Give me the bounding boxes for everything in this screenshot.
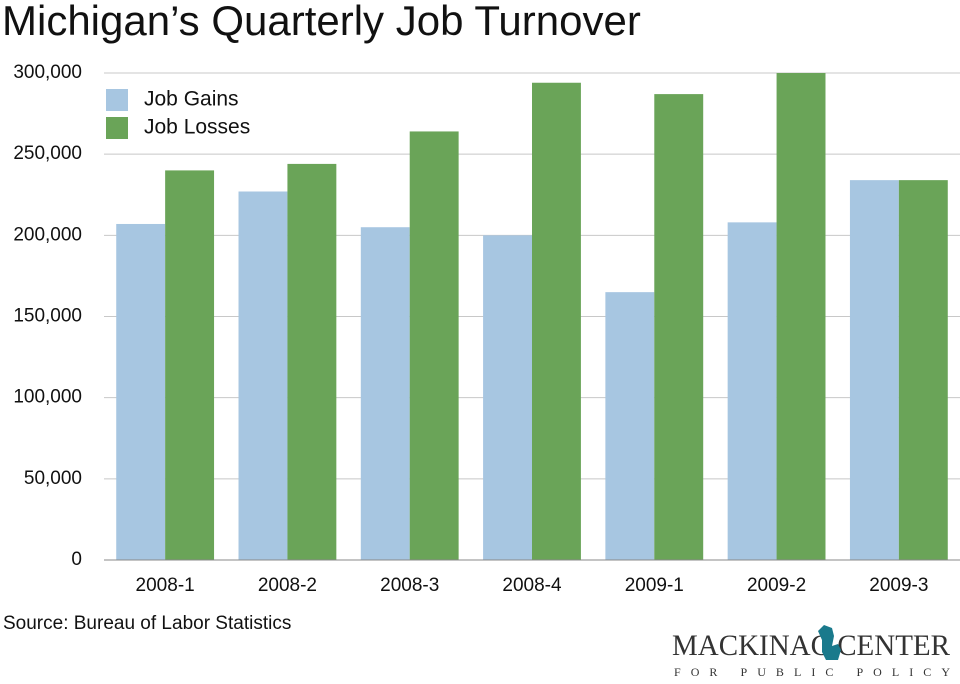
bar bbox=[776, 73, 826, 560]
x-tick-label: 2008-1 bbox=[136, 575, 195, 596]
x-tick-label: 2008-2 bbox=[258, 575, 317, 596]
y-tick-label: 0 bbox=[71, 549, 82, 570]
bar bbox=[605, 292, 655, 560]
y-tick-label: 50,000 bbox=[24, 468, 82, 489]
x-tick-label: 2009-2 bbox=[747, 575, 806, 596]
y-tick-label: 300,000 bbox=[13, 62, 82, 83]
y-tick-label: 250,000 bbox=[13, 143, 82, 164]
bar bbox=[727, 222, 777, 560]
logo-icon bbox=[818, 625, 841, 660]
bar bbox=[898, 180, 948, 560]
x-tick-label: 2009-3 bbox=[869, 575, 928, 596]
chart-title: Michigan’s Quarterly Job Turnover bbox=[2, 0, 641, 44]
bar bbox=[532, 82, 581, 561]
bar bbox=[849, 180, 899, 560]
logo-name: MACKINAC CENTER bbox=[672, 629, 950, 662]
legend-swatch bbox=[106, 117, 128, 139]
y-tick-label: 200,000 bbox=[13, 224, 82, 245]
x-tick-label: 2009-1 bbox=[625, 575, 684, 596]
bar bbox=[654, 94, 704, 560]
bar bbox=[165, 170, 215, 560]
x-tick-label: 2008-3 bbox=[380, 575, 439, 596]
legend-label: Job Gains bbox=[144, 88, 239, 111]
legend-swatch bbox=[106, 89, 128, 111]
bar bbox=[287, 163, 337, 560]
y-tick-label: 100,000 bbox=[13, 387, 82, 408]
source-note: Source: Bureau of Labor Statistics bbox=[3, 613, 291, 634]
bar bbox=[360, 227, 410, 560]
bar bbox=[116, 223, 166, 560]
legend-label: Job Losses bbox=[144, 116, 250, 139]
bar bbox=[483, 235, 532, 561]
bar bbox=[409, 131, 459, 560]
y-tick-label: 150,000 bbox=[13, 306, 82, 327]
bar bbox=[238, 191, 288, 560]
logo: MACKINAC CENTER FOR PUBLIC POLICY bbox=[672, 625, 950, 679]
logo-tagline: FOR PUBLIC POLICY bbox=[674, 665, 950, 679]
x-tick-label: 2008-4 bbox=[502, 575, 562, 596]
